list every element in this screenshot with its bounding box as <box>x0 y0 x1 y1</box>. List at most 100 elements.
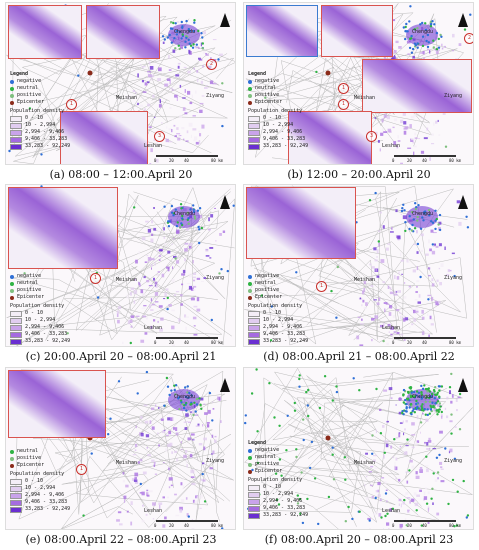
density-cell <box>212 408 215 410</box>
sentiment-point <box>425 502 429 505</box>
sentiment-point <box>427 298 430 301</box>
density-cell <box>164 292 167 297</box>
legend-item-label: neutral <box>17 85 39 91</box>
sentiment-point <box>423 212 426 215</box>
density-cell <box>135 425 137 429</box>
sentiment-point <box>170 389 173 392</box>
density-cell <box>150 325 153 329</box>
sentiment-point <box>431 401 434 404</box>
density-cell <box>151 459 155 462</box>
density-cell <box>180 482 183 486</box>
scale-label: 40 <box>184 523 189 528</box>
callout-marker: 3 <box>366 131 377 142</box>
density-cell <box>437 477 439 480</box>
sentiment-point <box>165 376 169 380</box>
density-item: 33,283 - 92,249 <box>10 338 70 345</box>
sentiment-point <box>187 217 190 220</box>
density-cell <box>192 128 197 131</box>
density-cell <box>408 285 411 288</box>
inset-zoom-box <box>321 5 393 57</box>
legend-dot-icon <box>248 288 252 293</box>
density-cell <box>423 137 428 140</box>
density-cell <box>169 157 172 162</box>
density-cell <box>431 296 434 301</box>
map-legend: Legend negative neutral positive Epicenter Po… <box>10 71 70 150</box>
density-cell <box>150 76 153 81</box>
scale-label: 80 km <box>211 340 224 345</box>
density-range-label: 0 - 10 <box>25 115 44 121</box>
density-cell <box>413 243 417 246</box>
place-label-ziyang: Ziyang <box>206 93 225 99</box>
sentiment-point <box>315 70 318 74</box>
sentiment-point <box>437 37 440 41</box>
density-cell <box>396 276 400 280</box>
density-cell <box>398 271 400 275</box>
sentiment-point <box>180 222 183 225</box>
density-cell <box>414 137 418 139</box>
sentiment-point <box>285 449 288 452</box>
density-cell <box>444 246 446 250</box>
density-cell <box>154 298 157 300</box>
density-cell <box>162 524 166 528</box>
sentiment-point <box>405 403 408 406</box>
sentiment-point <box>188 42 191 45</box>
density-range-label: 0 - 10 <box>25 310 44 316</box>
sentiment-point <box>463 28 467 31</box>
sentiment-point <box>174 208 177 211</box>
density-swatch <box>10 122 22 129</box>
density-range-label: 33,283 - 92,249 <box>263 143 309 149</box>
density-swatch <box>248 122 260 129</box>
sentiment-point <box>310 440 314 444</box>
density-cell <box>196 496 199 499</box>
density-range-label: 2,994 - 9,406 <box>25 324 65 330</box>
density-cell <box>200 80 204 84</box>
density-cell <box>418 294 421 298</box>
density-cell <box>171 344 175 346</box>
sentiment-point <box>201 42 204 45</box>
legend-item: Epicenter <box>10 99 70 106</box>
density-cell <box>191 94 193 99</box>
density-cell <box>458 43 462 46</box>
density-cell <box>190 476 195 478</box>
density-cell <box>433 122 435 126</box>
density-cell <box>166 126 168 129</box>
density-cell <box>202 462 205 465</box>
sentiment-point <box>386 512 389 515</box>
density-cell <box>370 284 374 287</box>
sentiment-point <box>177 44 180 47</box>
density-cell <box>188 421 191 423</box>
density-cell <box>412 269 416 273</box>
density-cell <box>186 464 188 468</box>
density-cell <box>376 275 380 278</box>
density-swatch <box>248 143 260 150</box>
density-swatch <box>10 485 22 492</box>
density-cell <box>169 107 172 109</box>
density-cell <box>429 447 431 450</box>
density-cell <box>416 230 418 234</box>
density-cell <box>200 42 202 47</box>
density-cell <box>393 275 396 280</box>
density-cell <box>393 331 396 334</box>
density-cell <box>458 221 462 226</box>
density-cell <box>146 164 149 165</box>
density-cell <box>218 397 221 401</box>
sentiment-point <box>408 227 411 231</box>
sentiment-point <box>428 214 431 217</box>
density-title: Population density <box>10 108 65 114</box>
sentiment-point <box>411 395 414 398</box>
sentiment-point <box>187 28 190 31</box>
sentiment-point <box>423 384 426 387</box>
density-cell <box>157 320 159 323</box>
density-cell <box>172 416 174 421</box>
density-cell <box>398 503 400 506</box>
density-item: 0 - 10 <box>10 310 70 317</box>
density-cell <box>185 316 189 318</box>
density-cell <box>158 67 162 72</box>
density-cell <box>192 499 195 503</box>
legend-item: neutral <box>248 454 308 461</box>
sentiment-point <box>133 206 136 209</box>
legend-dot-icon <box>248 86 252 91</box>
sentiment-point <box>383 451 386 454</box>
density-cell <box>435 120 438 124</box>
density-cell <box>210 214 214 218</box>
